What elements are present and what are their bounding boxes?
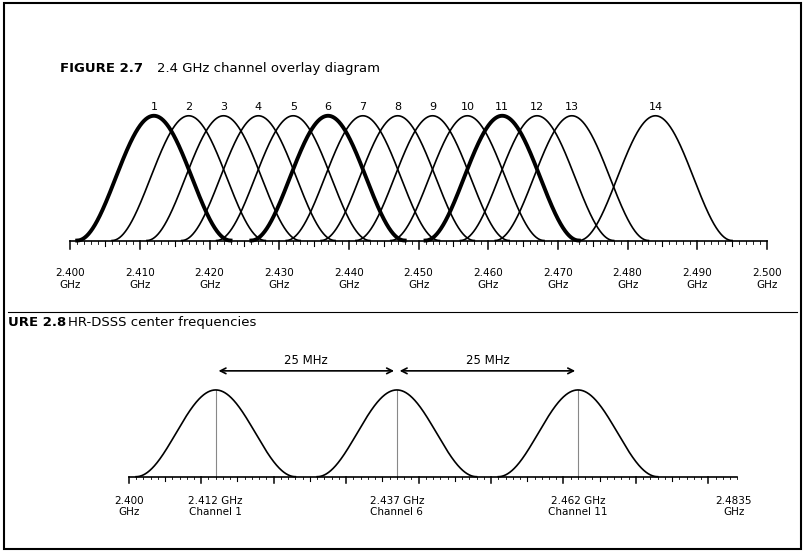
Text: 3: 3 (220, 102, 227, 112)
Text: 2.490
GHz: 2.490 GHz (683, 268, 712, 290)
Text: URE 2.8: URE 2.8 (8, 316, 66, 329)
Text: 5: 5 (290, 102, 297, 112)
Text: 2.462 GHz
Channel 11: 2.462 GHz Channel 11 (548, 496, 608, 517)
Text: 2: 2 (185, 102, 192, 112)
Text: 2.480
GHz: 2.480 GHz (613, 268, 642, 290)
Text: 2.440
GHz: 2.440 GHz (334, 268, 364, 290)
Text: FIGURE 2.7: FIGURE 2.7 (60, 61, 143, 75)
Text: 1: 1 (151, 102, 158, 112)
Text: 25 MHz: 25 MHz (465, 353, 510, 367)
Text: 9: 9 (429, 102, 436, 112)
Text: 2.420
GHz: 2.420 GHz (195, 268, 225, 290)
Text: 2.450
GHz: 2.450 GHz (404, 268, 433, 290)
Text: 2.430
GHz: 2.430 GHz (264, 268, 294, 290)
Text: 14: 14 (648, 102, 663, 112)
Text: 8: 8 (394, 102, 401, 112)
Text: 11: 11 (495, 102, 510, 112)
Text: 7: 7 (359, 102, 366, 112)
Text: 12: 12 (530, 102, 544, 112)
Text: 2.460
GHz: 2.460 GHz (473, 268, 503, 290)
Text: HR-DSSS center frequencies: HR-DSSS center frequencies (68, 316, 257, 329)
Text: 2.400
GHz: 2.400 GHz (114, 496, 143, 517)
Text: 6: 6 (324, 102, 332, 112)
Text: 2.412 GHz
Channel 1: 2.412 GHz Channel 1 (188, 496, 243, 517)
Text: 2.470
GHz: 2.470 GHz (543, 268, 573, 290)
Text: 2.500
GHz: 2.500 GHz (752, 268, 782, 290)
Text: 13: 13 (565, 102, 579, 112)
Text: 10: 10 (460, 102, 474, 112)
Text: 2.4 GHz channel overlay diagram: 2.4 GHz channel overlay diagram (157, 61, 380, 75)
Text: 2.410
GHz: 2.410 GHz (125, 268, 155, 290)
Text: 2.4835
GHz: 2.4835 GHz (716, 496, 752, 517)
Text: 25 MHz: 25 MHz (284, 353, 328, 367)
Text: 4: 4 (255, 102, 262, 112)
Text: 2.437 GHz
Channel 6: 2.437 GHz Channel 6 (369, 496, 424, 517)
Text: 2.400
GHz: 2.400 GHz (56, 268, 85, 290)
